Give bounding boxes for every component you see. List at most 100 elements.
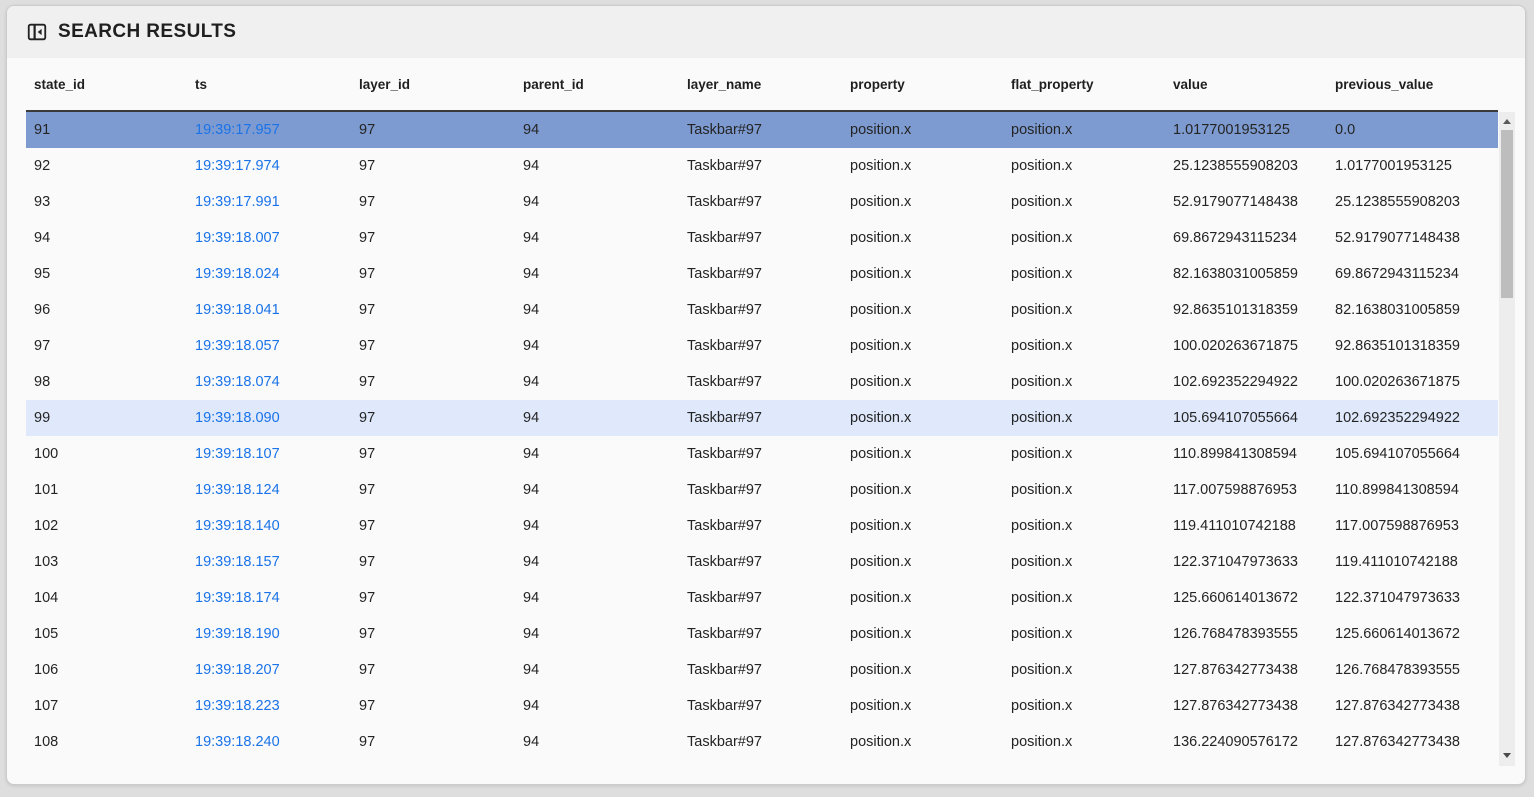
- table-row[interactable]: 105 19:39:18.190 97 94 Taskbar#97 position.x p…: [26, 616, 1498, 652]
- table-row[interactable]: 99 19:39:18.090 97 94 Taskbar#97 position.x po…: [26, 400, 1498, 436]
- table-row[interactable]: 100 19:39:18.107 97 94 Taskbar#97 position.x p…: [26, 436, 1498, 472]
- cell-state_id: 105: [34, 626, 59, 642]
- cell-parent_id: 94: [523, 266, 540, 282]
- cell-flat_property: position.x: [1003, 111, 1165, 148]
- timestamp-link[interactable]: 19:39:18.174: [195, 590, 280, 606]
- table-row[interactable]: 106 19:39:18.207 97 94 Taskbar#97 position.x p…: [26, 652, 1498, 688]
- column-header-flat_property: flat_property: [1003, 58, 1165, 112]
- cell-value: 119.411010742188: [1173, 518, 1296, 534]
- cell-state_id: 101: [34, 482, 59, 498]
- timestamp-link[interactable]: 19:39:18.240: [195, 734, 280, 750]
- table-row[interactable]: 101 19:39:18.124 97 94 Taskbar#97 position.x p…: [26, 472, 1498, 508]
- cell-ts: 19:39:18.240: [187, 724, 351, 760]
- table-row[interactable]: 108 19:39:18.240 97 94 Taskbar#97 position.x p…: [26, 724, 1498, 760]
- cell-previous_value: 102.692352294922: [1327, 400, 1498, 436]
- timestamp-link[interactable]: 19:39:17.957: [195, 122, 280, 138]
- cell-property: position.x: [850, 518, 912, 534]
- cell-layer_id: 97: [359, 554, 376, 570]
- cell-ts: 19:39:17.974: [187, 148, 351, 184]
- cell-layer_name: Taskbar#97: [687, 230, 762, 246]
- cell-layer_id: 97: [359, 518, 376, 534]
- column-header-ts: ts: [187, 58, 351, 112]
- table-row[interactable]: 96 19:39:18.041 97 94 Taskbar#97 position.x po…: [26, 292, 1498, 328]
- cell-parent_id: 94: [523, 158, 540, 174]
- cell-layer_id: 97: [351, 400, 515, 436]
- timestamp-link[interactable]: 19:39:18.041: [195, 302, 280, 318]
- scroll-up-arrow-icon[interactable]: [1499, 114, 1515, 128]
- table-row[interactable]: 107 19:39:18.223 97 94 Taskbar#97 position.x p…: [26, 688, 1498, 724]
- cell-layer_id: 97: [351, 111, 515, 148]
- cell-property: position.x: [842, 111, 1003, 148]
- cell-property: position.x: [850, 266, 912, 282]
- cell-flat_property: position.x: [1011, 482, 1073, 498]
- table-row[interactable]: 91 19:39:17.957 97 94 Taskbar#97 position.x po…: [26, 111, 1498, 148]
- cell-layer_name: Taskbar#97: [687, 158, 762, 174]
- column-header-layer_name: layer_name: [679, 58, 842, 112]
- timestamp-link[interactable]: 19:39:18.223: [195, 698, 280, 714]
- table-row[interactable]: 94 19:39:18.007 97 94 Taskbar#97 position.x po…: [26, 220, 1498, 256]
- cell-property: position.x: [842, 400, 1003, 436]
- cell-state_id: 92: [34, 158, 51, 174]
- cell-layer_name: Taskbar#97: [687, 590, 762, 606]
- cell-value: 1.0177001953125: [1165, 111, 1327, 148]
- cell-flat_property: position.x: [1011, 302, 1073, 318]
- scrollbar-thumb[interactable]: [1501, 130, 1513, 298]
- cell-ts: 19:39:18.190: [187, 616, 351, 652]
- cell-layer_id: 97: [359, 482, 376, 498]
- cell-previous_value: 117.007598876953: [1335, 518, 1459, 534]
- cell-previous_value: 1.0177001953125: [1335, 158, 1452, 174]
- timestamp-link[interactable]: 19:39:18.007: [195, 230, 280, 246]
- timestamp-link[interactable]: 19:39:18.140: [195, 518, 280, 534]
- cell-value: 126.768478393555: [1173, 626, 1298, 642]
- cell-layer_name: Taskbar#97: [687, 734, 762, 750]
- column-header-property: property: [842, 58, 1003, 112]
- table-row[interactable]: 98 19:39:18.074 97 94 Taskbar#97 position.x po…: [26, 364, 1498, 400]
- dock-panel-icon: [26, 21, 48, 43]
- timestamp-link[interactable]: 19:39:18.157: [195, 554, 280, 570]
- cell-previous_value: 110.899841308594: [1335, 482, 1459, 498]
- table-row[interactable]: 102 19:39:18.140 97 94 Taskbar#97 position.x p…: [26, 508, 1498, 544]
- timestamp-link[interactable]: 19:39:17.974: [195, 158, 280, 174]
- cell-layer_id: 97: [359, 698, 376, 714]
- table-row[interactable]: 92 19:39:17.974 97 94 Taskbar#97 position.x po…: [26, 148, 1498, 184]
- cell-value: 122.371047973633: [1173, 554, 1298, 570]
- cell-previous_value: 125.660614013672: [1335, 626, 1460, 642]
- cell-layer_name: Taskbar#97: [687, 374, 762, 390]
- cell-layer_name: Taskbar#97: [687, 626, 762, 642]
- cell-value: 102.692352294922: [1173, 374, 1298, 390]
- timestamp-link[interactable]: 19:39:18.124: [195, 482, 280, 498]
- vertical-scrollbar[interactable]: [1499, 112, 1515, 766]
- timestamp-link[interactable]: 19:39:17.991: [195, 194, 280, 210]
- cell-property: position.x: [850, 482, 912, 498]
- cell-previous_value: 100.020263671875: [1335, 374, 1460, 390]
- cell-layer_name: Taskbar#97: [679, 400, 842, 436]
- cell-parent_id: 94: [515, 111, 679, 148]
- table-row[interactable]: 93 19:39:17.991 97 94 Taskbar#97 position.x po…: [26, 184, 1498, 220]
- scroll-down-arrow-icon[interactable]: [1499, 748, 1515, 762]
- table-row[interactable]: 103 19:39:18.157 97 94 Taskbar#97 position.x p…: [26, 544, 1498, 580]
- cell-previous_value: 82.1638031005859: [1335, 302, 1460, 318]
- timestamp-link[interactable]: 19:39:18.207: [195, 662, 280, 678]
- cell-property: position.x: [850, 374, 912, 390]
- cell-state_id: 104: [34, 590, 59, 606]
- table-row[interactable]: 104 19:39:18.174 97 94 Taskbar#97 position.x p…: [26, 580, 1498, 616]
- table-row[interactable]: 97 19:39:18.057 97 94 Taskbar#97 position.x po…: [26, 328, 1498, 364]
- timestamp-link[interactable]: 19:39:18.190: [195, 626, 280, 642]
- results-table-wrap: state_id ts layer_id parent_id layer_name pro…: [7, 58, 1525, 760]
- cell-layer_name: Taskbar#97: [687, 338, 762, 354]
- cell-layer_id: 97: [359, 446, 376, 462]
- cell-property: position.x: [850, 734, 912, 750]
- timestamp-link[interactable]: 19:39:18.107: [195, 446, 280, 462]
- cell-layer_id: 97: [359, 194, 376, 210]
- cell-ts: 19:39:18.157: [187, 544, 351, 580]
- timestamp-link[interactable]: 19:39:18.074: [195, 374, 280, 390]
- cell-layer_name: Taskbar#97: [687, 554, 762, 570]
- cell-previous_value: 122.371047973633: [1335, 590, 1460, 606]
- cell-ts: 19:39:18.140: [187, 508, 351, 544]
- cell-flat_property: position.x: [1011, 266, 1073, 282]
- timestamp-link[interactable]: 19:39:18.024: [195, 266, 280, 282]
- timestamp-link[interactable]: 19:39:18.090: [195, 410, 280, 426]
- table-row[interactable]: 95 19:39:18.024 97 94 Taskbar#97 position.x po…: [26, 256, 1498, 292]
- cell-value: 100.020263671875: [1173, 338, 1298, 354]
- timestamp-link[interactable]: 19:39:18.057: [195, 338, 280, 354]
